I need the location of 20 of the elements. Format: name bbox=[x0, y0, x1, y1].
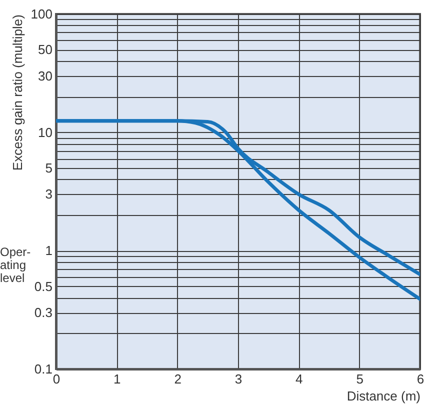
y-tick-label: 0.3 bbox=[34, 305, 52, 320]
x-tick-label: 3 bbox=[234, 372, 242, 386]
x-tick-label: 0 bbox=[52, 372, 60, 386]
x-tick-label: 2 bbox=[174, 372, 182, 386]
y-tick-label: 5 bbox=[45, 160, 52, 176]
y-tick-label: 10 bbox=[38, 124, 52, 140]
y-tick-label: 3 bbox=[45, 186, 52, 202]
y-tick-label: 0.1 bbox=[34, 362, 52, 376]
x-axis-title: Distance (m) bbox=[346, 388, 420, 404]
y-tick-label: 50 bbox=[38, 42, 52, 58]
x-tick-label: 5 bbox=[356, 372, 364, 386]
y-axis-title: Excess gain ratio (multiple) bbox=[10, 14, 25, 171]
text: Oper- ating level bbox=[0, 244, 31, 285]
y-tick-label: 0.5 bbox=[34, 278, 52, 294]
x-tick-label: 4 bbox=[296, 372, 303, 386]
y-tick-label: 30 bbox=[38, 68, 52, 84]
y-tick-label: 1 bbox=[45, 243, 52, 258]
x-tick-label: 6 bbox=[416, 372, 424, 386]
y-tick-label: 100 bbox=[30, 6, 52, 22]
x-tick-label: 1 bbox=[114, 372, 121, 386]
